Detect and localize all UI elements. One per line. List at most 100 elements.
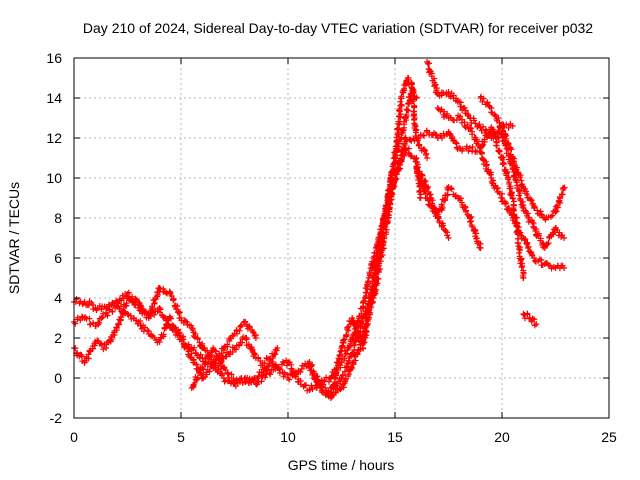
data-point — [561, 265, 568, 271]
data-point — [197, 351, 204, 358]
data-point — [94, 337, 101, 344]
data-point — [493, 185, 500, 192]
data-point — [306, 359, 313, 365]
series-track-2 — [71, 302, 259, 382]
data-point — [258, 378, 265, 385]
y-axis-label: SDTVAR / TECUs — [6, 182, 22, 294]
data-point — [517, 257, 524, 264]
data-point — [505, 176, 512, 183]
data-point — [152, 296, 159, 303]
data-point — [535, 232, 542, 239]
data-point — [354, 318, 361, 325]
data-point — [344, 350, 351, 357]
data-point — [311, 375, 318, 382]
data-point — [344, 324, 351, 331]
data-point — [178, 338, 185, 345]
data-point — [344, 346, 351, 353]
data-point — [279, 359, 286, 366]
data-point — [358, 338, 365, 345]
data-point — [494, 134, 501, 141]
data-point — [545, 240, 552, 247]
data-point — [448, 186, 455, 193]
data-point — [194, 374, 201, 381]
data-point — [120, 295, 127, 302]
data-point — [475, 141, 482, 148]
data-point — [432, 81, 439, 88]
data-point — [281, 370, 288, 377]
data-point — [403, 112, 410, 119]
data-point — [377, 265, 384, 272]
data-point — [343, 362, 350, 369]
data-point — [144, 327, 151, 334]
data-point — [429, 202, 436, 209]
y-tick-label: 8 — [54, 210, 62, 226]
data-point — [148, 332, 155, 339]
data-point — [461, 104, 468, 111]
data-point — [522, 235, 529, 242]
data-point — [89, 345, 96, 352]
x-tick-label: 20 — [494, 429, 510, 445]
data-point — [537, 208, 544, 215]
data-point — [509, 123, 516, 129]
data-point — [314, 376, 321, 383]
data-point — [147, 311, 154, 318]
series-track-13 — [413, 164, 484, 251]
series-track-15 — [488, 130, 568, 251]
data-point — [321, 377, 328, 384]
data-point — [337, 378, 344, 385]
data-point — [438, 201, 445, 208]
data-point — [506, 179, 513, 186]
data-point — [501, 198, 508, 205]
data-point — [224, 341, 231, 348]
data-point — [123, 300, 130, 307]
data-point — [149, 304, 156, 311]
data-point — [413, 95, 420, 101]
data-point — [109, 299, 116, 306]
data-point — [255, 354, 262, 361]
data-point — [397, 98, 404, 105]
data-point — [313, 384, 320, 391]
data-point — [433, 89, 440, 96]
data-point — [433, 131, 440, 138]
data-point — [495, 135, 502, 142]
data-point — [383, 209, 390, 216]
data-point — [349, 349, 356, 356]
data-point — [238, 322, 245, 329]
data-point — [547, 213, 554, 220]
data-point — [531, 255, 538, 261]
data-point — [500, 160, 507, 167]
data-point — [427, 191, 434, 198]
data-point — [452, 192, 459, 199]
data-point — [183, 318, 190, 325]
data-point — [457, 195, 464, 202]
series-track-4 — [188, 335, 356, 394]
data-point — [187, 354, 194, 361]
data-point — [525, 243, 532, 250]
data-point — [249, 328, 256, 335]
data-point — [124, 291, 131, 297]
data-point — [483, 162, 490, 169]
data-point — [456, 145, 463, 151]
data-point — [515, 242, 522, 249]
data-point — [513, 179, 520, 186]
data-point — [272, 361, 279, 368]
data-point — [473, 230, 480, 237]
data-point — [469, 143, 476, 150]
data-point — [210, 358, 217, 365]
series-track-5 — [263, 74, 420, 401]
data-point — [477, 245, 484, 251]
data-point — [480, 123, 487, 130]
data-point — [553, 208, 560, 215]
data-point — [523, 190, 530, 197]
data-point — [236, 327, 243, 334]
data-point — [445, 235, 452, 241]
y-tick-label: 16 — [46, 50, 62, 66]
data-point — [533, 226, 540, 233]
data-point — [483, 161, 490, 168]
data-point — [480, 95, 487, 102]
plot-frame — [73, 57, 610, 419]
data-point — [343, 331, 350, 338]
data-point — [426, 60, 433, 67]
data-point — [461, 122, 468, 129]
data-point — [378, 222, 385, 229]
